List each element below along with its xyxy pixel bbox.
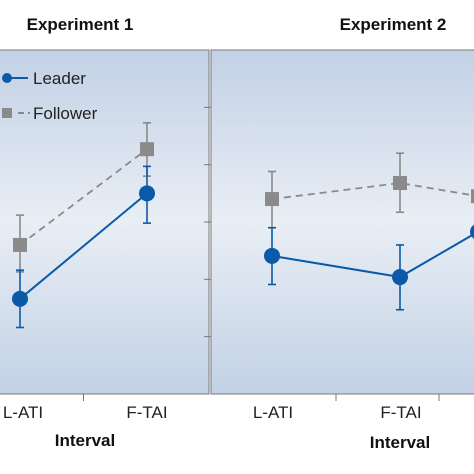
- legend-follower-marker: [2, 108, 12, 118]
- series-line-follower-1: [19, 148, 148, 246]
- y-tick-marks: [204, 106, 211, 338]
- panel-experiment-2: Experiment 2 L-ATI F-TAI Interval: [210, 15, 474, 452]
- point-leader-2-1: [392, 269, 408, 286]
- point-follower-2-2: [471, 189, 474, 204]
- legend: Leader Follower: [2, 69, 98, 123]
- point-follower-2-1: [393, 176, 407, 191]
- x-axis-label-2: Interval: [370, 433, 430, 452]
- x-tick-label-2-1: F-TAI: [380, 403, 421, 422]
- point-leader-1-0: [12, 290, 28, 307]
- panel-experiment-1: Experiment 1 L-ATI F-TAI Interval Leader…: [0, 15, 210, 450]
- plot-area-1: [0, 49, 210, 395]
- plot-marks-1: [12, 122, 155, 329]
- panel-title-1: Experiment 1: [27, 15, 134, 34]
- legend-item-follower: Follower: [2, 104, 98, 123]
- series-line-follower-2: [271, 182, 474, 200]
- x-tick-label-2-0: L-ATI: [253, 403, 293, 422]
- plot-area-2: [210, 49, 474, 395]
- x-axis-label-1: Interval: [55, 431, 115, 450]
- legend-leader-marker: [2, 73, 12, 83]
- legend-item-leader: Leader: [2, 69, 86, 88]
- legend-follower-label: Follower: [33, 104, 98, 123]
- point-follower-1-1: [140, 142, 154, 157]
- series-line-leader-1: [19, 192, 148, 300]
- x-tick-label-1-1: F-TAI: [126, 403, 167, 422]
- point-leader-2-2: [470, 224, 474, 239]
- panel-title-2: Experiment 2: [340, 15, 447, 34]
- point-leader-1-1: [139, 185, 155, 202]
- legend-leader-label: Leader: [33, 69, 86, 88]
- point-follower-1-0: [13, 237, 27, 252]
- plot-marks-2: [264, 152, 474, 311]
- point-leader-2-0: [264, 247, 280, 264]
- x-tick-label-1-0: L-ATI: [3, 403, 43, 422]
- x-tick-marks-2: [335, 394, 440, 401]
- point-follower-2-0: [265, 192, 279, 207]
